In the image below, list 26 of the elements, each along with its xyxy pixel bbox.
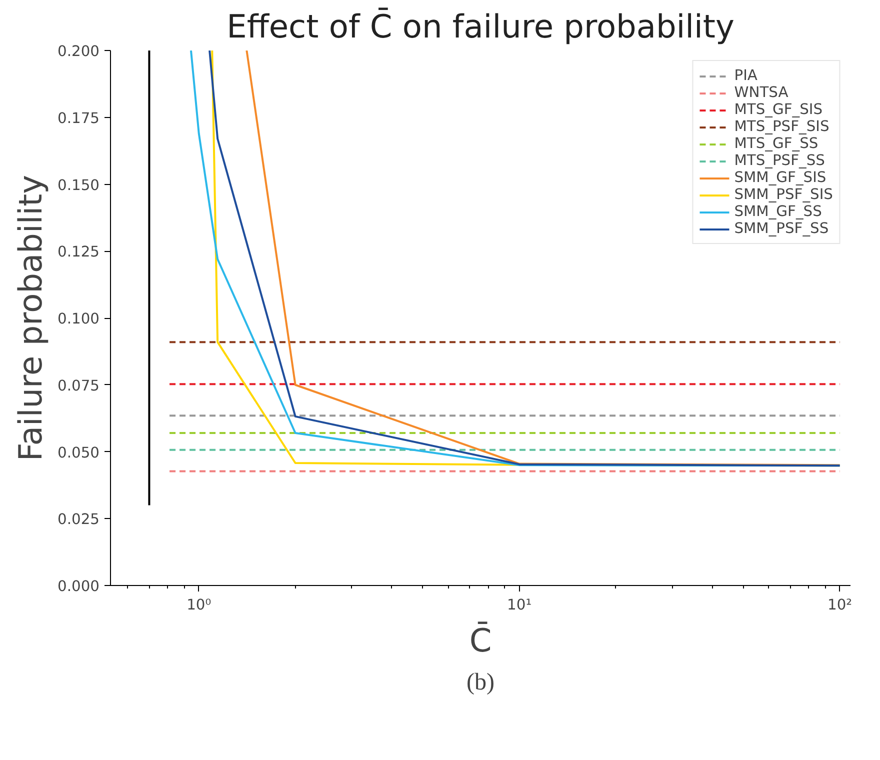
legend-label: MTS_GF_SIS	[734, 101, 823, 118]
y-tick-label: 0.100	[58, 310, 100, 328]
y-tick-label: 0.050	[58, 444, 100, 462]
x-tick-label: 10⁰	[186, 596, 212, 614]
legend-label: WNTSA	[734, 84, 788, 101]
y-tick-label: 0.025	[58, 511, 100, 528]
y-tick-label: 0.150	[58, 176, 100, 194]
text: (b)	[466, 670, 494, 696]
x-tick-label: 10²	[828, 596, 852, 614]
x-tick-label: 10¹	[507, 596, 532, 614]
legend-label: MTS_PSF_SIS	[734, 118, 830, 135]
y-tick-label: 0.000	[58, 578, 100, 595]
y-axis-title: Failure probability	[12, 174, 50, 462]
chart-title: Effect of C̄ on failure probability	[226, 8, 734, 46]
legend-label: MTS_PSF_SS	[734, 152, 825, 169]
x-axis-title: C̄	[469, 622, 492, 660]
legend-label: SMM_PSF_SIS	[734, 186, 833, 203]
legend-label: SMM_GF_SS	[734, 203, 822, 220]
y-tick-label: 0.075	[58, 377, 100, 394]
legend-label: PIA	[734, 67, 758, 84]
y-tick-label: 0.125	[58, 244, 100, 261]
y-tick-label: 0.200	[58, 43, 100, 60]
legend-label: SMM_GF_SIS	[734, 169, 826, 186]
legend-label: MTS_GF_SS	[734, 135, 818, 152]
y-tick-label: 0.175	[58, 110, 100, 127]
legend-label: SMM_PSF_SS	[734, 220, 829, 237]
